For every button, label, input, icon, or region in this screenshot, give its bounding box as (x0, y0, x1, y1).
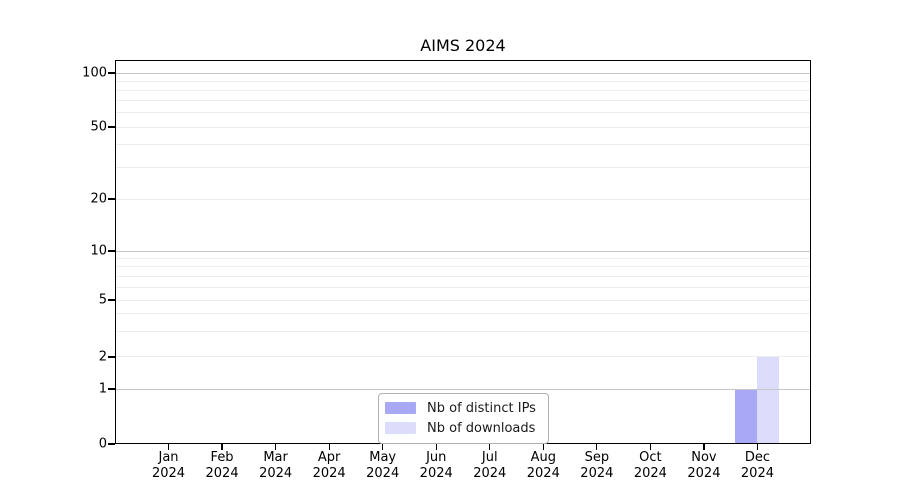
downloads-swatch-icon (385, 422, 416, 434)
x-tick-label-jul: Jul 2024 (473, 450, 507, 481)
gridline-y-20 (115, 198, 811, 200)
x-tick-mark-jun (435, 444, 437, 450)
x-tick-mark-may (382, 444, 384, 450)
x-tick-mark-mar (275, 444, 277, 450)
gridline-y-5 (115, 299, 811, 301)
x-tick-mark-aug (542, 444, 544, 450)
y-tick-mark-5 (108, 299, 115, 301)
y-tick-label-0: 0 (98, 436, 107, 452)
x-tick-label-apr: Apr 2024 (312, 450, 346, 481)
gridline-y-4 (115, 313, 811, 315)
y-tick-label-10: 10 (90, 243, 107, 259)
y-tick-label-2: 2 (98, 349, 107, 365)
x-tick-mark-apr (328, 444, 330, 450)
x-tick-mark-dec (756, 444, 759, 450)
x-tick-label-dec: Dec 2024 (740, 450, 774, 481)
y-tick-mark-20 (108, 198, 115, 200)
x-tick-mark-sep (596, 444, 598, 450)
x-tick-label-feb: Feb 2024 (205, 450, 239, 481)
gridline-y-70 (115, 100, 811, 102)
gridline-y-90 (115, 80, 811, 82)
gridline-y-3 (115, 331, 811, 333)
y-tick-label-5: 5 (98, 292, 107, 308)
gridline-y-10 (115, 250, 811, 252)
x-tick-mark-nov (703, 444, 705, 450)
bar-dec-downloads (757, 357, 780, 444)
distinct-ips-swatch-icon (385, 402, 416, 414)
gridline-y-100 (115, 72, 811, 74)
legend-label-downloads: Nb of downloads (427, 420, 536, 436)
x-tick-mark-jul (489, 444, 491, 450)
y-tick-label-50: 50 (90, 119, 107, 135)
bars-layer (115, 60, 811, 444)
gridline-y-9 (115, 257, 811, 259)
plot-area: Nb of distinct IPs Nb of downloads (108, 60, 811, 450)
x-tick-label-sep: Sep 2024 (580, 450, 614, 481)
grid-layer (115, 60, 811, 444)
x-tick-label-mar: Mar 2024 (259, 450, 293, 481)
gridline-y-40 (115, 144, 811, 146)
legend: Nb of distinct IPs Nb of downloads (378, 393, 549, 444)
x-tick-label-jan: Jan 2024 (151, 450, 186, 481)
y-tick-mark-1 (108, 388, 115, 390)
gridline-y-1 (115, 388, 811, 390)
gridline-y-2 (115, 356, 811, 358)
y-tick-mark-100 (108, 72, 115, 74)
gridline-y-80 (115, 89, 811, 91)
gridline-y-6 (115, 286, 811, 288)
gridline-y-7 (115, 275, 811, 277)
tickmark-layer (108, 60, 811, 450)
y-tick-mark-50 (108, 126, 115, 128)
bar-dec-distinct-ips (735, 389, 758, 444)
gridline-y-8 (115, 266, 811, 268)
legend-item-downloads: Nb of downloads (385, 419, 536, 437)
y-tick-mark-0 (108, 443, 115, 445)
legend-label-distinct-ips: Nb of distinct IPs (427, 400, 536, 416)
legend-item-distinct-ips: Nb of distinct IPs (385, 399, 536, 417)
x-tick-label-jun: Jun 2024 (419, 450, 453, 481)
x-tick-label-nov: Nov 2024 (687, 450, 721, 481)
x-tick-mark-jan (167, 444, 170, 450)
y-tick-label-100: 100 (82, 65, 107, 81)
x-tick-mark-feb (221, 444, 223, 450)
gridline-y-30 (115, 166, 811, 168)
gridline-y-60 (115, 112, 811, 114)
y-tick-label-1: 1 (98, 381, 107, 397)
x-tick-label-may: May 2024 (366, 450, 400, 481)
y-tick-label-20: 20 (90, 191, 107, 207)
x-axis: Jan 2024 Feb 2024 Mar 2024 Apr 2024 May 2024… (115, 450, 811, 490)
x-tick-label-oct: Oct 2024 (633, 450, 667, 481)
gridline-y-50 (115, 126, 811, 128)
y-tick-mark-10 (108, 250, 115, 252)
x-tick-label-aug: Aug 2024 (526, 450, 560, 481)
y-axis: 0 1 2 5 10 20 50 100 (0, 60, 107, 452)
chart-title: AIMS 2024 (420, 36, 506, 55)
y-tick-mark-2 (108, 356, 115, 358)
x-tick-mark-oct (649, 444, 651, 450)
